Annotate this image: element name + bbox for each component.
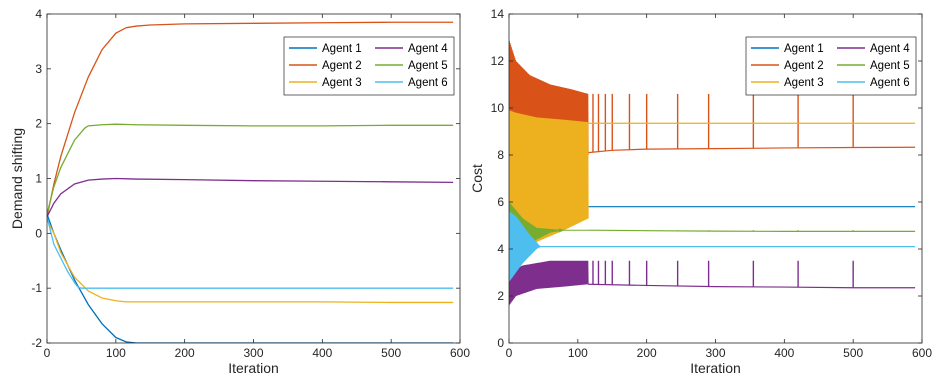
x-tick-label: 300 <box>705 346 725 360</box>
series-line <box>47 177 454 218</box>
oscillation-band <box>509 110 589 250</box>
data-layer <box>47 21 454 343</box>
legend-item: Agent 1 <box>289 43 362 55</box>
y-tick-label: 6 <box>497 195 504 209</box>
x-tick-label: 600 <box>450 346 470 360</box>
x-tick-label: 300 <box>243 346 263 360</box>
y-axis-label: Cost <box>469 164 485 193</box>
series-line <box>588 229 916 232</box>
legend-label: Agent 4 <box>870 43 910 55</box>
series-agent-3 <box>509 110 916 250</box>
y-tick-label: 2 <box>497 289 504 303</box>
legend-label: Agent 1 <box>784 43 824 55</box>
x-axis-label: Iteration <box>228 360 279 376</box>
oscillation-band <box>509 260 589 306</box>
legend-item: Agent 2 <box>751 60 824 72</box>
y-tick-label: -1 <box>31 281 42 295</box>
x-tick-label: 500 <box>843 346 863 360</box>
legend-label: Agent 2 <box>784 60 824 72</box>
x-tick-label: 0 <box>44 346 51 360</box>
legend-item: Agent 5 <box>375 60 448 72</box>
series-agent-4 <box>509 260 916 306</box>
x-tick-label: 400 <box>774 346 794 360</box>
series-line <box>47 216 454 289</box>
series-agent-3 <box>47 219 454 304</box>
x-axis-label: Iteration <box>690 360 741 376</box>
chart-2: 0 100 200 300 400 500 600 0 2 4 6 8 10 12 14 Iteration C… <box>469 7 932 376</box>
x-tick-label: 200 <box>637 346 657 360</box>
x-tick-label: 0 <box>506 346 513 360</box>
y-tick-label: -2 <box>31 336 42 350</box>
legend-label: Agent 6 <box>870 77 910 89</box>
legend-item: Agent 5 <box>837 60 910 72</box>
legend-item: Agent 3 <box>751 77 824 89</box>
x-tick-label: 600 <box>912 346 932 360</box>
series-agent-6 <box>509 211 916 282</box>
series-line <box>588 283 916 289</box>
legend-item: Agent 1 <box>751 43 824 55</box>
y-tick-label: 3 <box>35 62 42 76</box>
y-tick-label: 0 <box>35 226 42 240</box>
legend-label: Agent 5 <box>870 60 910 72</box>
legend-item: Agent 4 <box>375 43 448 55</box>
y-tick-label: 14 <box>491 7 505 21</box>
legend-label: Agent 6 <box>408 77 448 89</box>
legend-item: Agent 3 <box>289 77 362 89</box>
series-line <box>47 219 454 304</box>
x-tick-label: 400 <box>312 346 332 360</box>
y-tick-label: 12 <box>491 54 505 68</box>
legend-label: Agent 4 <box>408 43 448 55</box>
series-line <box>47 123 454 215</box>
legend: Agent 1 Agent 4 Agent 2 Agent 5 Agent 3 Agent… <box>745 36 917 96</box>
y-tick-label: 10 <box>491 101 505 115</box>
series-agent-2 <box>47 21 454 218</box>
series-agent-4 <box>47 177 454 218</box>
series-agent-5 <box>47 123 454 215</box>
legend: Agent 1 Agent 4 Agent 2 Agent 5 Agent 3 Agent… <box>283 36 455 96</box>
y-axis-label: Demand shifting <box>9 128 25 229</box>
y-tick-label: 4 <box>497 242 504 256</box>
x-tick-label: 200 <box>175 346 195 360</box>
legend-box <box>745 36 917 96</box>
legend-label: Agent 3 <box>322 77 362 89</box>
x-tick-label: 100 <box>106 346 126 360</box>
legend-label: Agent 2 <box>322 60 362 72</box>
data-layer <box>509 40 916 306</box>
y-tick-label: 2 <box>35 117 42 131</box>
oscillation-band <box>509 211 541 282</box>
legend-item: Agent 2 <box>289 60 362 72</box>
y-tick-label: 8 <box>497 148 504 162</box>
y-tick-label: 4 <box>35 7 42 21</box>
x-tick-label: 100 <box>568 346 588 360</box>
legend-label: Agent 1 <box>322 43 362 55</box>
series-line <box>47 21 454 218</box>
legend-item: Agent 4 <box>837 43 910 55</box>
legend-item: Agent 6 <box>375 77 448 89</box>
legend-label: Agent 5 <box>408 60 448 72</box>
x-tick-label: 500 <box>381 346 401 360</box>
y-tick-label: 0 <box>497 336 504 350</box>
y-tick-label: 1 <box>35 172 42 186</box>
legend-label: Agent 3 <box>784 77 824 89</box>
legend-item: Agent 6 <box>837 77 910 89</box>
series-agent-6 <box>47 216 454 289</box>
legend-box <box>283 36 455 96</box>
chart-1: 0 100 200 300 400 500 600 -2 -1 0 1 2 3 4 Iteration Dem… <box>9 7 470 376</box>
